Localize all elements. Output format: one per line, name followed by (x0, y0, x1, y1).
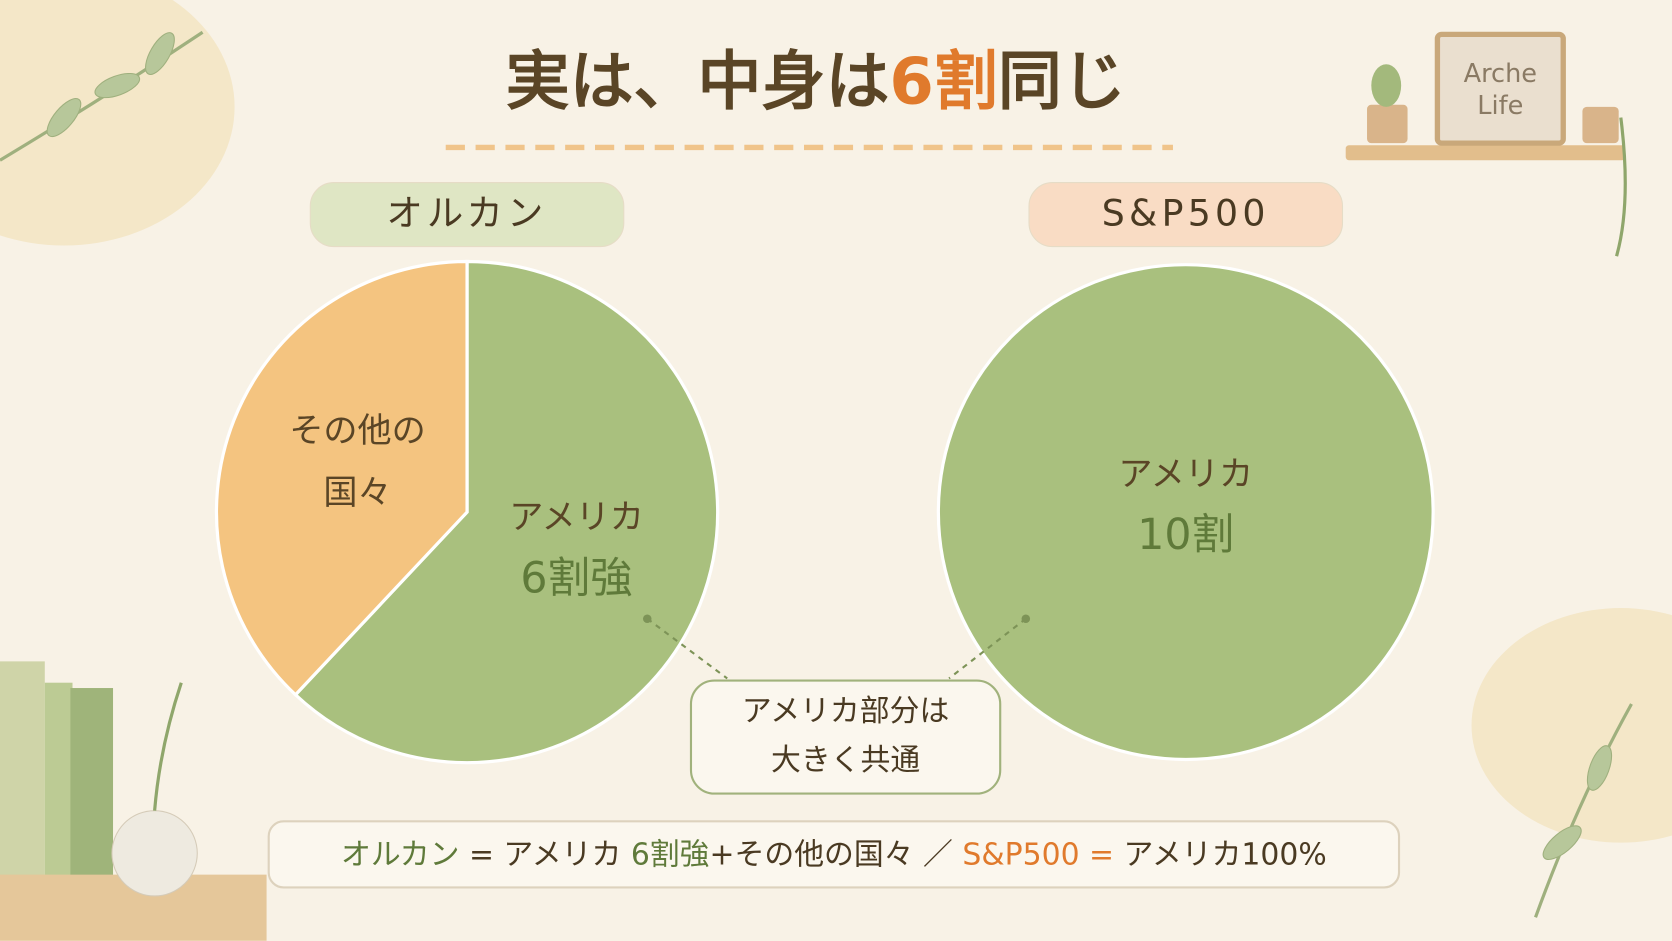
pie-title: S&P500 (1102, 192, 1270, 235)
callout-text: アメリカ部分は (742, 694, 949, 729)
connector-dot (642, 614, 652, 623)
text-part: 6割 (889, 45, 997, 119)
slice-label: アメリカ (1118, 454, 1253, 494)
connector-dot (1021, 614, 1031, 623)
slice-label: その他の (289, 411, 425, 451)
shelf: Arche Life (1345, 31, 1627, 257)
text-part: 同じ (998, 45, 1126, 119)
slice-label: 国々 (323, 473, 391, 513)
text-part: オルカン (341, 837, 459, 872)
slice-label: 6割強 (520, 554, 632, 604)
wash (1471, 608, 1672, 843)
text-part: = アメリカ (459, 837, 630, 872)
slice-label: アメリカ (509, 498, 644, 538)
callout-box (689, 679, 1002, 795)
text-part: アメリカ100% (1124, 837, 1327, 872)
leaf-branch (0, 30, 1633, 918)
text-part: S&P500 = (962, 837, 1123, 872)
pie-title-bg (1028, 182, 1344, 248)
brand-text: Arche (1464, 59, 1537, 89)
footer: オルカン = アメリカ 6割強+その他の国々 ／ S&P500 = アメリカ10… (341, 837, 1327, 872)
pie-slice (936, 263, 1435, 762)
brand-text: Life (1477, 91, 1523, 121)
wash (0, 0, 235, 246)
text-part: +その他の国々 ／ (710, 837, 963, 872)
pie-title-bg (309, 182, 625, 248)
pie-slice (293, 259, 720, 765)
callout-text: 大きく共通 (771, 743, 920, 778)
text-part: 6割強 (631, 837, 710, 872)
books (0, 661, 267, 941)
pie-slice (214, 259, 469, 698)
title: 実は、中身は6割同じ (506, 45, 1126, 119)
pie-title: オルカン (387, 192, 548, 235)
slice-label: 10割 (1137, 510, 1234, 560)
footer-box (267, 820, 1401, 889)
text-part: 実は、中身は (506, 45, 890, 119)
